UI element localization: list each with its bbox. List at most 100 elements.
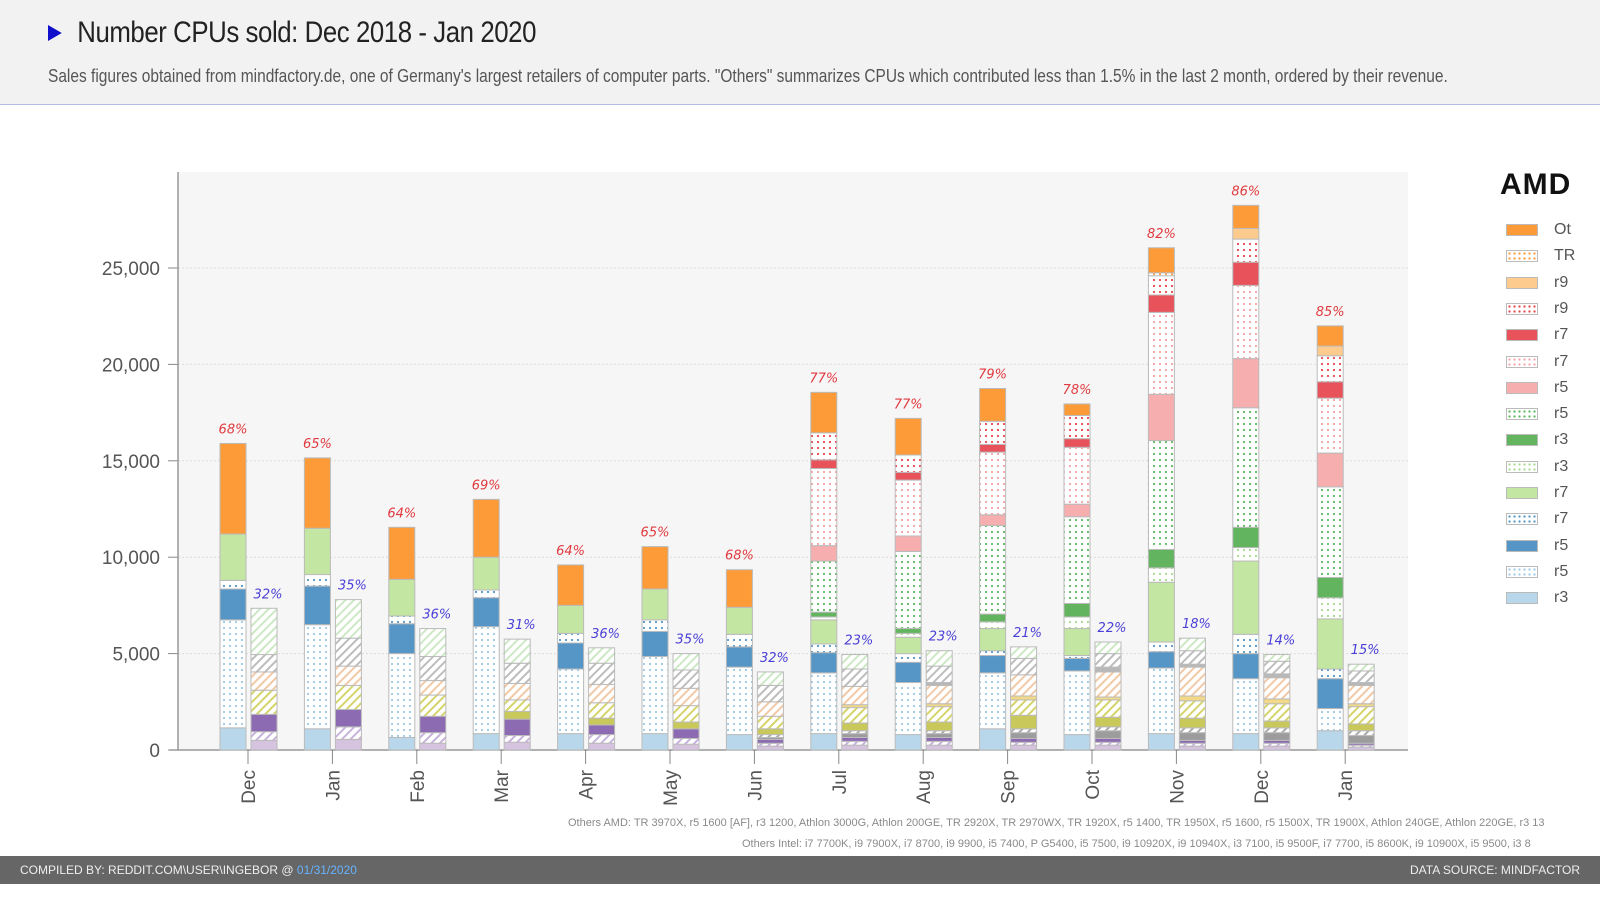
intel-bar-segment: [588, 717, 616, 726]
intel-bar-segment: [1094, 737, 1122, 743]
intel-bar-segment: [841, 668, 869, 687]
legend-label: TR: [1554, 247, 1576, 265]
intel-bar-segment: [419, 655, 447, 682]
x-tick-label: Nov: [1167, 770, 1188, 804]
intel-bar-segment: [841, 733, 869, 738]
amd-share-label: 86%: [1231, 184, 1260, 199]
amd-share-label: 77%: [809, 371, 838, 386]
x-tick-label: Mar: [492, 769, 513, 802]
amd-bar-segment: [472, 597, 500, 628]
intel-bar-segment: [925, 744, 953, 751]
amd-bar-segment: [810, 619, 838, 645]
intel-bar-segment: [1263, 660, 1291, 675]
intel-bar-segment: [250, 731, 278, 741]
intel-bar-segment: [503, 710, 531, 720]
legend-swatch: [1506, 408, 1538, 421]
amd-bar-segment: [1316, 730, 1344, 751]
amd-share-label: 77%: [894, 397, 923, 412]
amd-bar-segment: [557, 604, 585, 634]
amd-bar-segment: [1232, 560, 1260, 635]
amd-bar-segment: [979, 672, 1007, 730]
compiled-by-text: COMPILED BY: REDDIT.COM\USER\INGEBOR @: [20, 863, 297, 877]
intel-bar-segment: [250, 607, 278, 656]
amd-bar-segment: [472, 626, 500, 735]
amd-bar-segment: [1316, 325, 1344, 347]
amd-bar-segment: [1232, 633, 1260, 655]
legend-swatch: [1506, 460, 1538, 473]
intel-bar-segment: [1263, 703, 1291, 722]
bars: [219, 204, 1375, 751]
intel-bar-segment: [1347, 706, 1375, 725]
intel-share-label: 23%: [844, 634, 873, 649]
amd-bar-segment: [1316, 668, 1344, 680]
intel-bar-segment: [1178, 717, 1206, 729]
amd-share-label: 85%: [1316, 305, 1345, 320]
amd-bar-segment: [1232, 678, 1260, 735]
legend-item: r3: [1506, 589, 1568, 606]
intel-bar-segment: [419, 694, 447, 717]
intel-bar-segment: [1010, 728, 1038, 734]
amd-bar-segment: [1147, 393, 1175, 442]
amd-bar-segment: [1147, 247, 1175, 274]
intel-bar-segment: [1178, 700, 1206, 719]
page-subtitle: Sales figures obtained from mindfactory.…: [48, 66, 1448, 86]
intel-bar-segment: [503, 699, 531, 712]
legend-label: r5: [1554, 562, 1569, 580]
amd-bar-segment: [1063, 602, 1091, 618]
amd-bar-segment: [388, 653, 416, 738]
amd-bar-segment: [810, 643, 838, 654]
amd-bar-segment: [979, 388, 1007, 422]
intel-share-label: 23%: [929, 630, 958, 645]
legend-label: r3: [1554, 457, 1569, 475]
amd-bar-segment: [894, 417, 922, 456]
legend-item: r9: [1506, 300, 1568, 317]
amd-bar-segment: [219, 588, 247, 621]
amd-bar-segment: [1232, 733, 1260, 751]
amd-bar-segment: [725, 633, 753, 648]
legend-label: r5: [1554, 405, 1569, 423]
amd-bar-segment: [219, 619, 247, 729]
intel-share-label: 18%: [1182, 617, 1211, 632]
intel-bar-segment: [1010, 732, 1038, 739]
x-tick-label: Aug: [914, 770, 935, 804]
legend-swatch: [1506, 329, 1538, 342]
x-tick-label: May: [661, 770, 682, 806]
amd-bar-segment: [894, 454, 922, 473]
intel-bar-segment: [841, 707, 869, 724]
intel-bar-segment: [925, 740, 953, 746]
amd-bar-segment: [1232, 407, 1260, 528]
intel-share-label: 35%: [338, 579, 367, 594]
intel-bar-segment: [672, 743, 700, 751]
intel-bar-segment: [1010, 699, 1038, 716]
intel-bar-segment: [1347, 670, 1375, 684]
amd-bar-segment: [1147, 641, 1175, 653]
amd-bar-segment: [303, 574, 331, 587]
intel-bar-segment: [1263, 673, 1291, 679]
amd-bar-segment: [219, 533, 247, 581]
intel-share-label: 32%: [760, 651, 789, 666]
amd-bar-segment: [1316, 678, 1344, 710]
amd-bar-segment: [641, 546, 669, 590]
intel-bar-segment: [925, 650, 953, 667]
legend-label: r7: [1554, 352, 1569, 370]
amd-bar-segment: [388, 526, 416, 580]
y-tick-label: 0: [149, 741, 160, 762]
x-tick-label: Dec: [239, 770, 260, 804]
legend-item: TR: [1506, 247, 1576, 265]
intel-bar-segment: [841, 685, 869, 706]
amd-bar-segment: [1232, 526, 1260, 549]
amd-share-label: 64%: [556, 544, 585, 559]
intel-bar-segment: [1010, 744, 1038, 751]
intel-bar-segment: [672, 705, 700, 723]
intel-bar-segment: [419, 680, 447, 696]
intel-bar-segment: [1263, 698, 1291, 705]
y-tick-label: 20,000: [102, 355, 160, 376]
legend-label: r5: [1554, 536, 1569, 554]
intel-bar-segment: [1178, 745, 1206, 751]
others-amd-note: Others AMD: TR 3970X, r5 1600 [AF], r3 1…: [568, 817, 1545, 829]
intel-bar-segment: [1094, 699, 1122, 718]
amd-bar-segment: [388, 615, 416, 625]
legend-item: r7: [1506, 484, 1568, 501]
legend-swatch: [1506, 381, 1538, 394]
amd-bar-segment: [1147, 294, 1175, 313]
